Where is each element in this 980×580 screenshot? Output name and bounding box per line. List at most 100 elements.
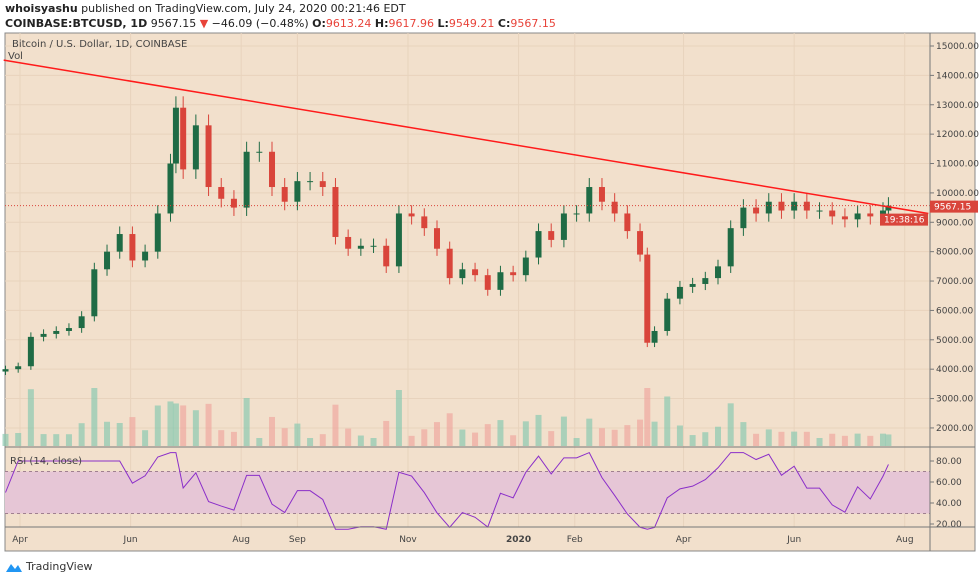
volume-bar — [116, 423, 123, 446]
volume-bar — [510, 435, 517, 446]
volume-bar — [676, 425, 683, 446]
candle-body — [522, 257, 529, 276]
symbol-info: COINBASE:BTCUSD, 1D 9567.15 ▼ −46.09 (−0… — [5, 17, 556, 30]
volume-bar — [664, 396, 671, 446]
candle-body — [753, 207, 760, 214]
volume-bar — [816, 438, 823, 446]
candle-body — [2, 369, 9, 372]
volume-bar — [459, 429, 466, 446]
candle-body — [548, 231, 555, 240]
volume-bar — [15, 433, 22, 446]
trendline — [3, 59, 929, 215]
volume-bar — [560, 416, 567, 446]
volume-bar — [497, 420, 504, 446]
volume-bar — [142, 430, 149, 446]
volume-bar — [740, 422, 747, 446]
volume-bar — [522, 421, 529, 446]
rsi-label: RSI (14, close) — [10, 456, 82, 467]
volume-bar — [778, 431, 785, 446]
volume-bar — [383, 420, 390, 446]
volume-bar — [573, 438, 580, 446]
volume-bar — [319, 434, 326, 446]
rsi-tick-label: 60.00 — [936, 478, 962, 488]
countdown-badge — [880, 213, 928, 226]
candle-body — [230, 198, 237, 208]
candle-body — [702, 278, 709, 284]
x-tick-label: Jun — [786, 535, 801, 545]
candle-body — [854, 213, 861, 220]
candle-body — [370, 245, 377, 247]
candle-body — [243, 151, 250, 208]
last-price-label: 9567.15 — [934, 203, 971, 213]
candle-body — [637, 231, 644, 255]
volume-bar — [40, 434, 47, 446]
candle-body — [395, 213, 402, 267]
volume-bar — [129, 417, 136, 446]
volume-bar — [408, 435, 415, 446]
rsi-tick-label: 80.00 — [936, 457, 962, 467]
volume-bar — [2, 433, 9, 446]
volume-bar — [91, 388, 98, 446]
volume-bar — [637, 419, 644, 446]
volume-bar — [803, 431, 810, 446]
x-tick-label: Aug — [232, 535, 250, 545]
volume-bar — [27, 389, 34, 446]
x-tick-label: 2020 — [506, 535, 531, 545]
volume-bar — [345, 428, 352, 446]
x-tick-label: Apr — [12, 535, 28, 545]
y-tick-label: 5000.00 — [936, 336, 973, 346]
candle-body — [484, 275, 491, 290]
candle-body — [91, 269, 98, 317]
candle-body — [689, 283, 696, 287]
candle-body — [345, 236, 352, 249]
volume-bar — [689, 435, 696, 446]
y-tick-label: 6000.00 — [936, 306, 973, 316]
candle-body — [53, 330, 60, 334]
y-tick-label: 14000.00 — [936, 71, 979, 81]
candle-body — [65, 328, 72, 331]
y-tick-label: 3000.00 — [936, 395, 973, 405]
candle-body — [885, 205, 892, 211]
candle-body — [573, 213, 580, 215]
x-tick-label: Jun — [123, 535, 138, 545]
candle-body — [778, 201, 785, 211]
volume-bar — [307, 438, 314, 446]
candle-body — [651, 330, 658, 343]
candle-body — [727, 228, 734, 267]
chart-title: Bitcoin / U.S. Dollar, 1D, COINBASE — [12, 39, 187, 50]
rsi-tick-label: 40.00 — [936, 499, 962, 509]
volume-bar — [205, 403, 212, 446]
volume-bar — [218, 430, 225, 446]
volume-bar — [879, 433, 886, 446]
y-tick-label: 2000.00 — [936, 424, 973, 434]
volume-bar — [841, 435, 848, 446]
x-tick-label: Aug — [896, 535, 914, 545]
brand-name: TradingView — [26, 560, 93, 573]
price-chart[interactable]: 80.00 60.00 40.00 20.00 15000.00 14000.00 130… — [0, 0, 980, 560]
volume-label: Vol — [8, 51, 23, 62]
volume-bar — [230, 431, 237, 446]
candle-body — [294, 181, 301, 202]
candle-body — [433, 228, 440, 249]
x-tick-label: Apr — [676, 535, 692, 545]
candle-body — [644, 254, 651, 343]
author[interactable]: whoisyashu — [5, 2, 78, 15]
volume-bar — [53, 434, 60, 446]
rsi-band — [5, 471, 930, 514]
volume-bar — [104, 421, 111, 446]
tradingview-logo[interactable]: TradingView — [5, 560, 92, 573]
high-value: 9617.96 — [388, 17, 434, 30]
last-price: 9567.15 — [150, 17, 197, 30]
volume-bar — [484, 424, 491, 446]
y-tick-label: 10000.00 — [936, 189, 979, 199]
candle-body — [408, 213, 415, 217]
candle-body — [497, 272, 504, 290]
volume-bar — [332, 404, 339, 446]
candle-body — [803, 201, 810, 211]
volume-bar — [281, 428, 288, 446]
close-label: C: — [497, 17, 511, 30]
candle-body — [676, 286, 683, 299]
volume-bar — [548, 431, 555, 446]
x-tick-label: Feb — [567, 535, 583, 545]
candle-body — [129, 234, 136, 261]
